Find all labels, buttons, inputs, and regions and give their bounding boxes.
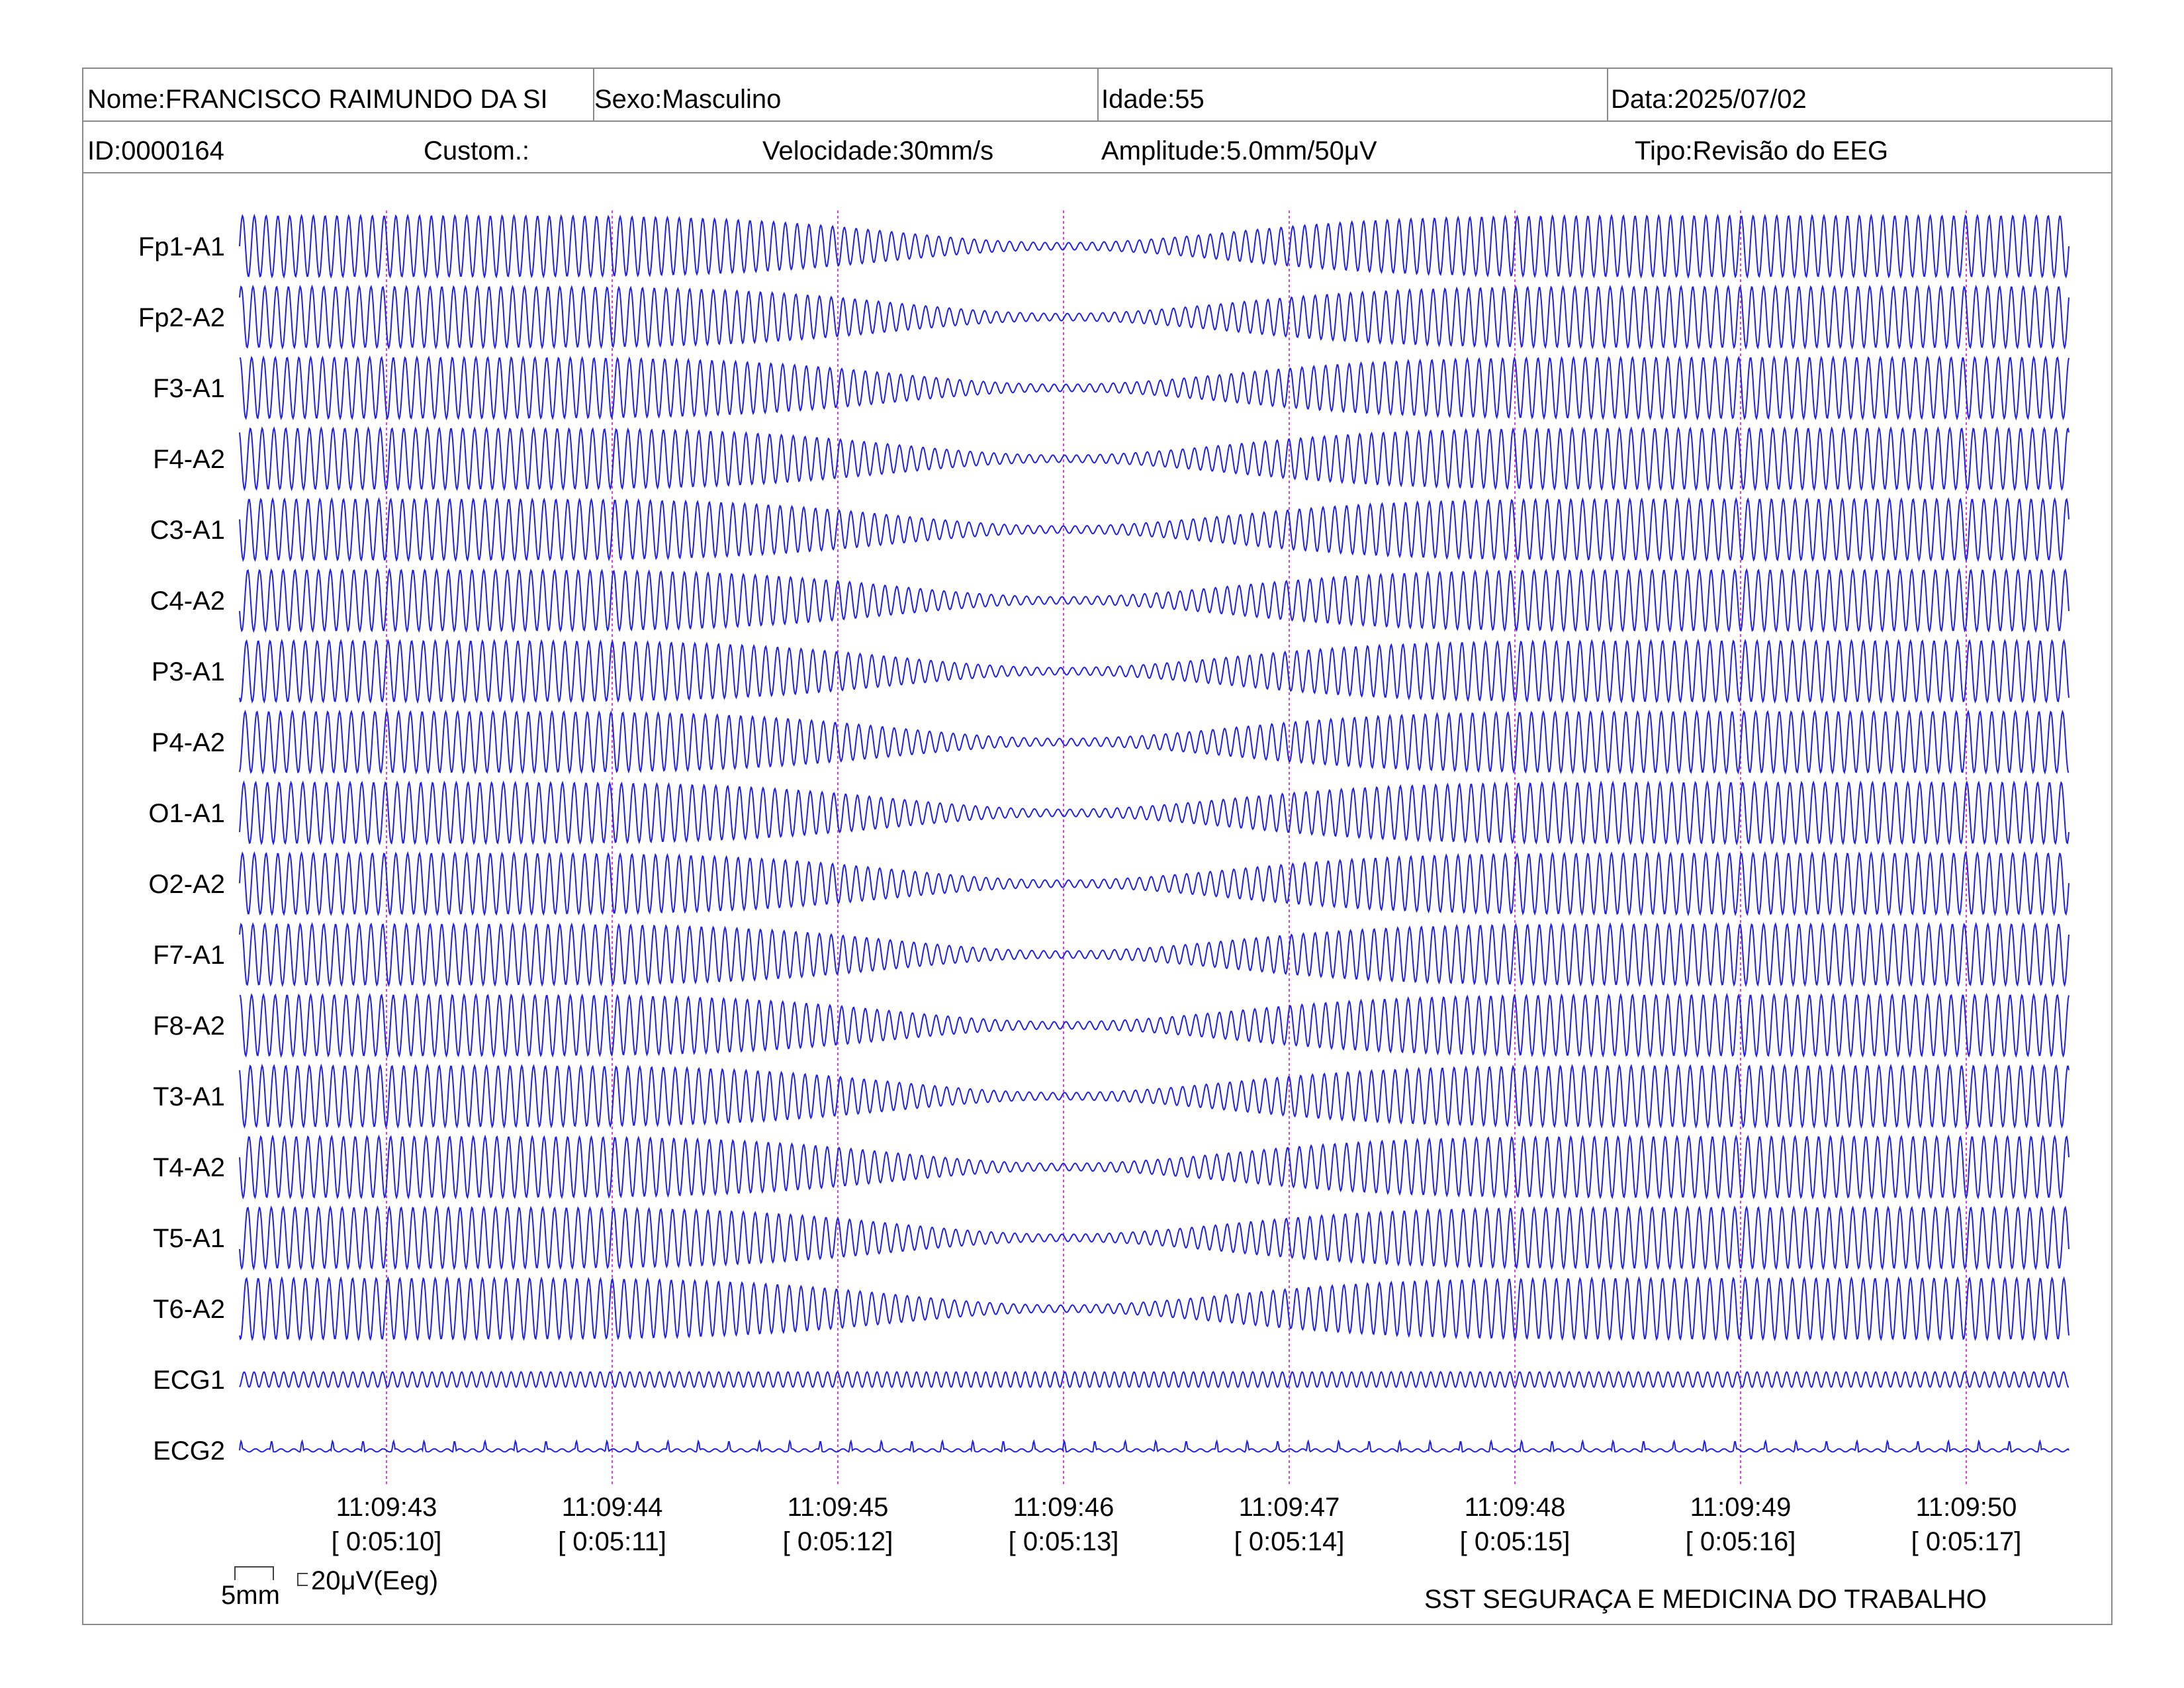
channel-trace	[239, 638, 2070, 704]
report-frame	[82, 68, 2113, 1625]
channel-trace	[239, 1276, 2070, 1342]
channel-trace	[239, 284, 2070, 350]
patient-age: Idade:55	[1101, 85, 1205, 114]
patient-id: ID:0000164	[87, 136, 224, 165]
channel-trace	[239, 992, 2070, 1058]
channel-label: ECG1	[153, 1366, 225, 1395]
paper-speed: Velocidade:30mm/s	[762, 136, 994, 165]
header-cell-divider	[1607, 69, 1608, 120]
channel-label: Fp2-A2	[138, 303, 225, 332]
header-divider-2	[83, 172, 2111, 173]
channel-label: F3-A1	[153, 374, 225, 403]
custom-field: Custom.:	[424, 136, 530, 165]
channel-label: T6-A2	[153, 1295, 225, 1324]
channel-label: P4-A2	[152, 728, 225, 757]
channel-trace	[239, 355, 2070, 421]
channel-trace	[239, 921, 2070, 988]
channel-label: C3-A1	[150, 516, 225, 545]
elapsed-label: [ 0:05:14]	[1234, 1527, 1345, 1556]
time-label: 11:09:46	[1013, 1493, 1115, 1522]
header-cell-divider	[1097, 69, 1099, 120]
time-label: 11:09:49	[1690, 1493, 1792, 1522]
channel-trace	[239, 213, 2070, 279]
channel-label: T3-A1	[153, 1082, 225, 1111]
channel-label: O2-A2	[148, 870, 225, 899]
channel-trace	[239, 1134, 2070, 1200]
elapsed-label: [ 0:05:13]	[1009, 1527, 1119, 1556]
channel-label: T5-A1	[153, 1224, 225, 1253]
channel-label: F4-A2	[153, 445, 225, 474]
header-cell-divider	[593, 69, 594, 120]
elapsed-label: [ 0:05:12]	[783, 1527, 893, 1556]
channel-label: F8-A2	[153, 1011, 225, 1041]
time-label: 11:09:44	[562, 1493, 663, 1522]
company-name: SST SEGURAÇA E MEDICINA DO TRABALHO	[1424, 1585, 1987, 1614]
channel-trace	[239, 426, 2070, 492]
channel-label: Fp1-A1	[138, 232, 225, 261]
record-type: Tipo:Revisão do EEG	[1635, 136, 1889, 165]
time-label: 11:09:43	[336, 1493, 437, 1522]
time-label: 11:09:48	[1465, 1493, 1566, 1522]
eeg-trace-chart: 11:09:43 [ 0:05:10] 11:09:44 [ 0:05:11] 11:0…	[138, 211, 2070, 1556]
elapsed-label: [ 0:05:10]	[332, 1527, 442, 1556]
channel-trace	[239, 1063, 2070, 1129]
channel-trace	[239, 851, 2070, 917]
header-divider-1	[83, 120, 2111, 122]
patient-sex: Sexo:Masculino	[594, 85, 782, 114]
channel-label: C4-A2	[150, 586, 225, 616]
time-label: 11:09:50	[1916, 1493, 2017, 1522]
channel-trace	[239, 1371, 2070, 1388]
elapsed-label: [ 0:05:11]	[558, 1527, 666, 1556]
time-label: 11:09:47	[1239, 1493, 1340, 1522]
channel-label: T4-A2	[153, 1153, 225, 1182]
amplitude-setting: Amplitude:5.0mm/50μV	[1101, 136, 1377, 165]
elapsed-label: [ 0:05:17]	[1911, 1527, 2022, 1556]
elapsed-label: [ 0:05:15]	[1460, 1527, 1570, 1556]
channel-trace	[239, 567, 2070, 633]
channel-label: ECG2	[153, 1436, 225, 1466]
channel-label: O1-A1	[148, 799, 225, 828]
time-scale-label: 5mm	[221, 1581, 280, 1610]
channel-trace	[239, 496, 2070, 563]
elapsed-label: [ 0:05:16]	[1686, 1527, 1796, 1556]
channel-trace	[239, 1205, 2070, 1271]
time-label: 11:09:45	[788, 1493, 889, 1522]
channel-trace	[239, 1439, 2070, 1453]
patient-name: Nome:FRANCISCO RAIMUNDO DA SI	[87, 85, 548, 114]
channel-label: P3-A1	[152, 657, 225, 686]
channel-trace	[239, 780, 2070, 846]
amplitude-scale-label: 20μV(Eeg)	[311, 1566, 439, 1595]
record-date: Data:2025/07/02	[1611, 85, 1807, 114]
channel-trace	[239, 709, 2069, 775]
channel-label: F7-A1	[153, 941, 225, 970]
